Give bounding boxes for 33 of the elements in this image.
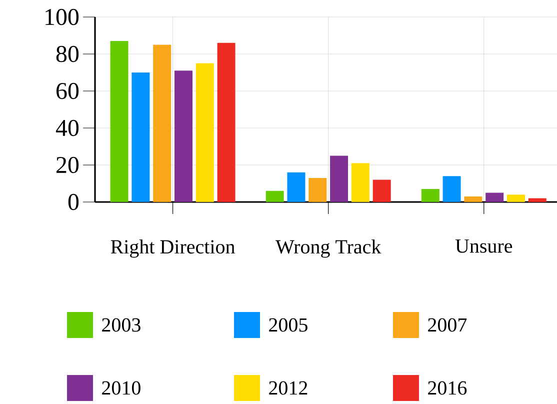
bar: [196, 63, 214, 202]
legend-label: 2010: [102, 381, 140, 395]
legend-label: 2012: [269, 381, 308, 395]
bar: [174, 70, 192, 202]
bar: [528, 198, 546, 202]
bar: [506, 194, 525, 202]
bar: [351, 163, 370, 202]
bar: [372, 180, 391, 202]
y-tick-label: 80: [56, 46, 79, 62]
y-tick-label: 100: [46, 8, 79, 26]
bar: [308, 178, 327, 202]
bar: [442, 176, 461, 202]
legend-label: 2007: [428, 318, 467, 332]
bar: [266, 190, 284, 202]
y-tick-label: 40: [56, 120, 79, 136]
bar: [287, 172, 306, 202]
bar: [153, 44, 172, 202]
y-tick-label: 60: [56, 82, 79, 100]
y-tick-label: 20: [56, 156, 79, 174]
bar: [486, 192, 504, 202]
bar: [217, 42, 236, 202]
bar: [132, 72, 150, 202]
legend-label: 2016: [428, 381, 467, 395]
bar: [330, 156, 348, 202]
bar: [421, 189, 440, 202]
bar: [464, 196, 482, 202]
y-tick-label: 0: [68, 194, 79, 210]
x-tick-label: Unsure: [455, 240, 512, 253]
x-tick-label: Right Direction: [110, 240, 235, 258]
x-tick-label: Wrong Track: [276, 240, 382, 258]
legend-label: 2003: [102, 318, 140, 332]
legend-label: 2005: [269, 318, 308, 332]
bar: [110, 41, 128, 202]
